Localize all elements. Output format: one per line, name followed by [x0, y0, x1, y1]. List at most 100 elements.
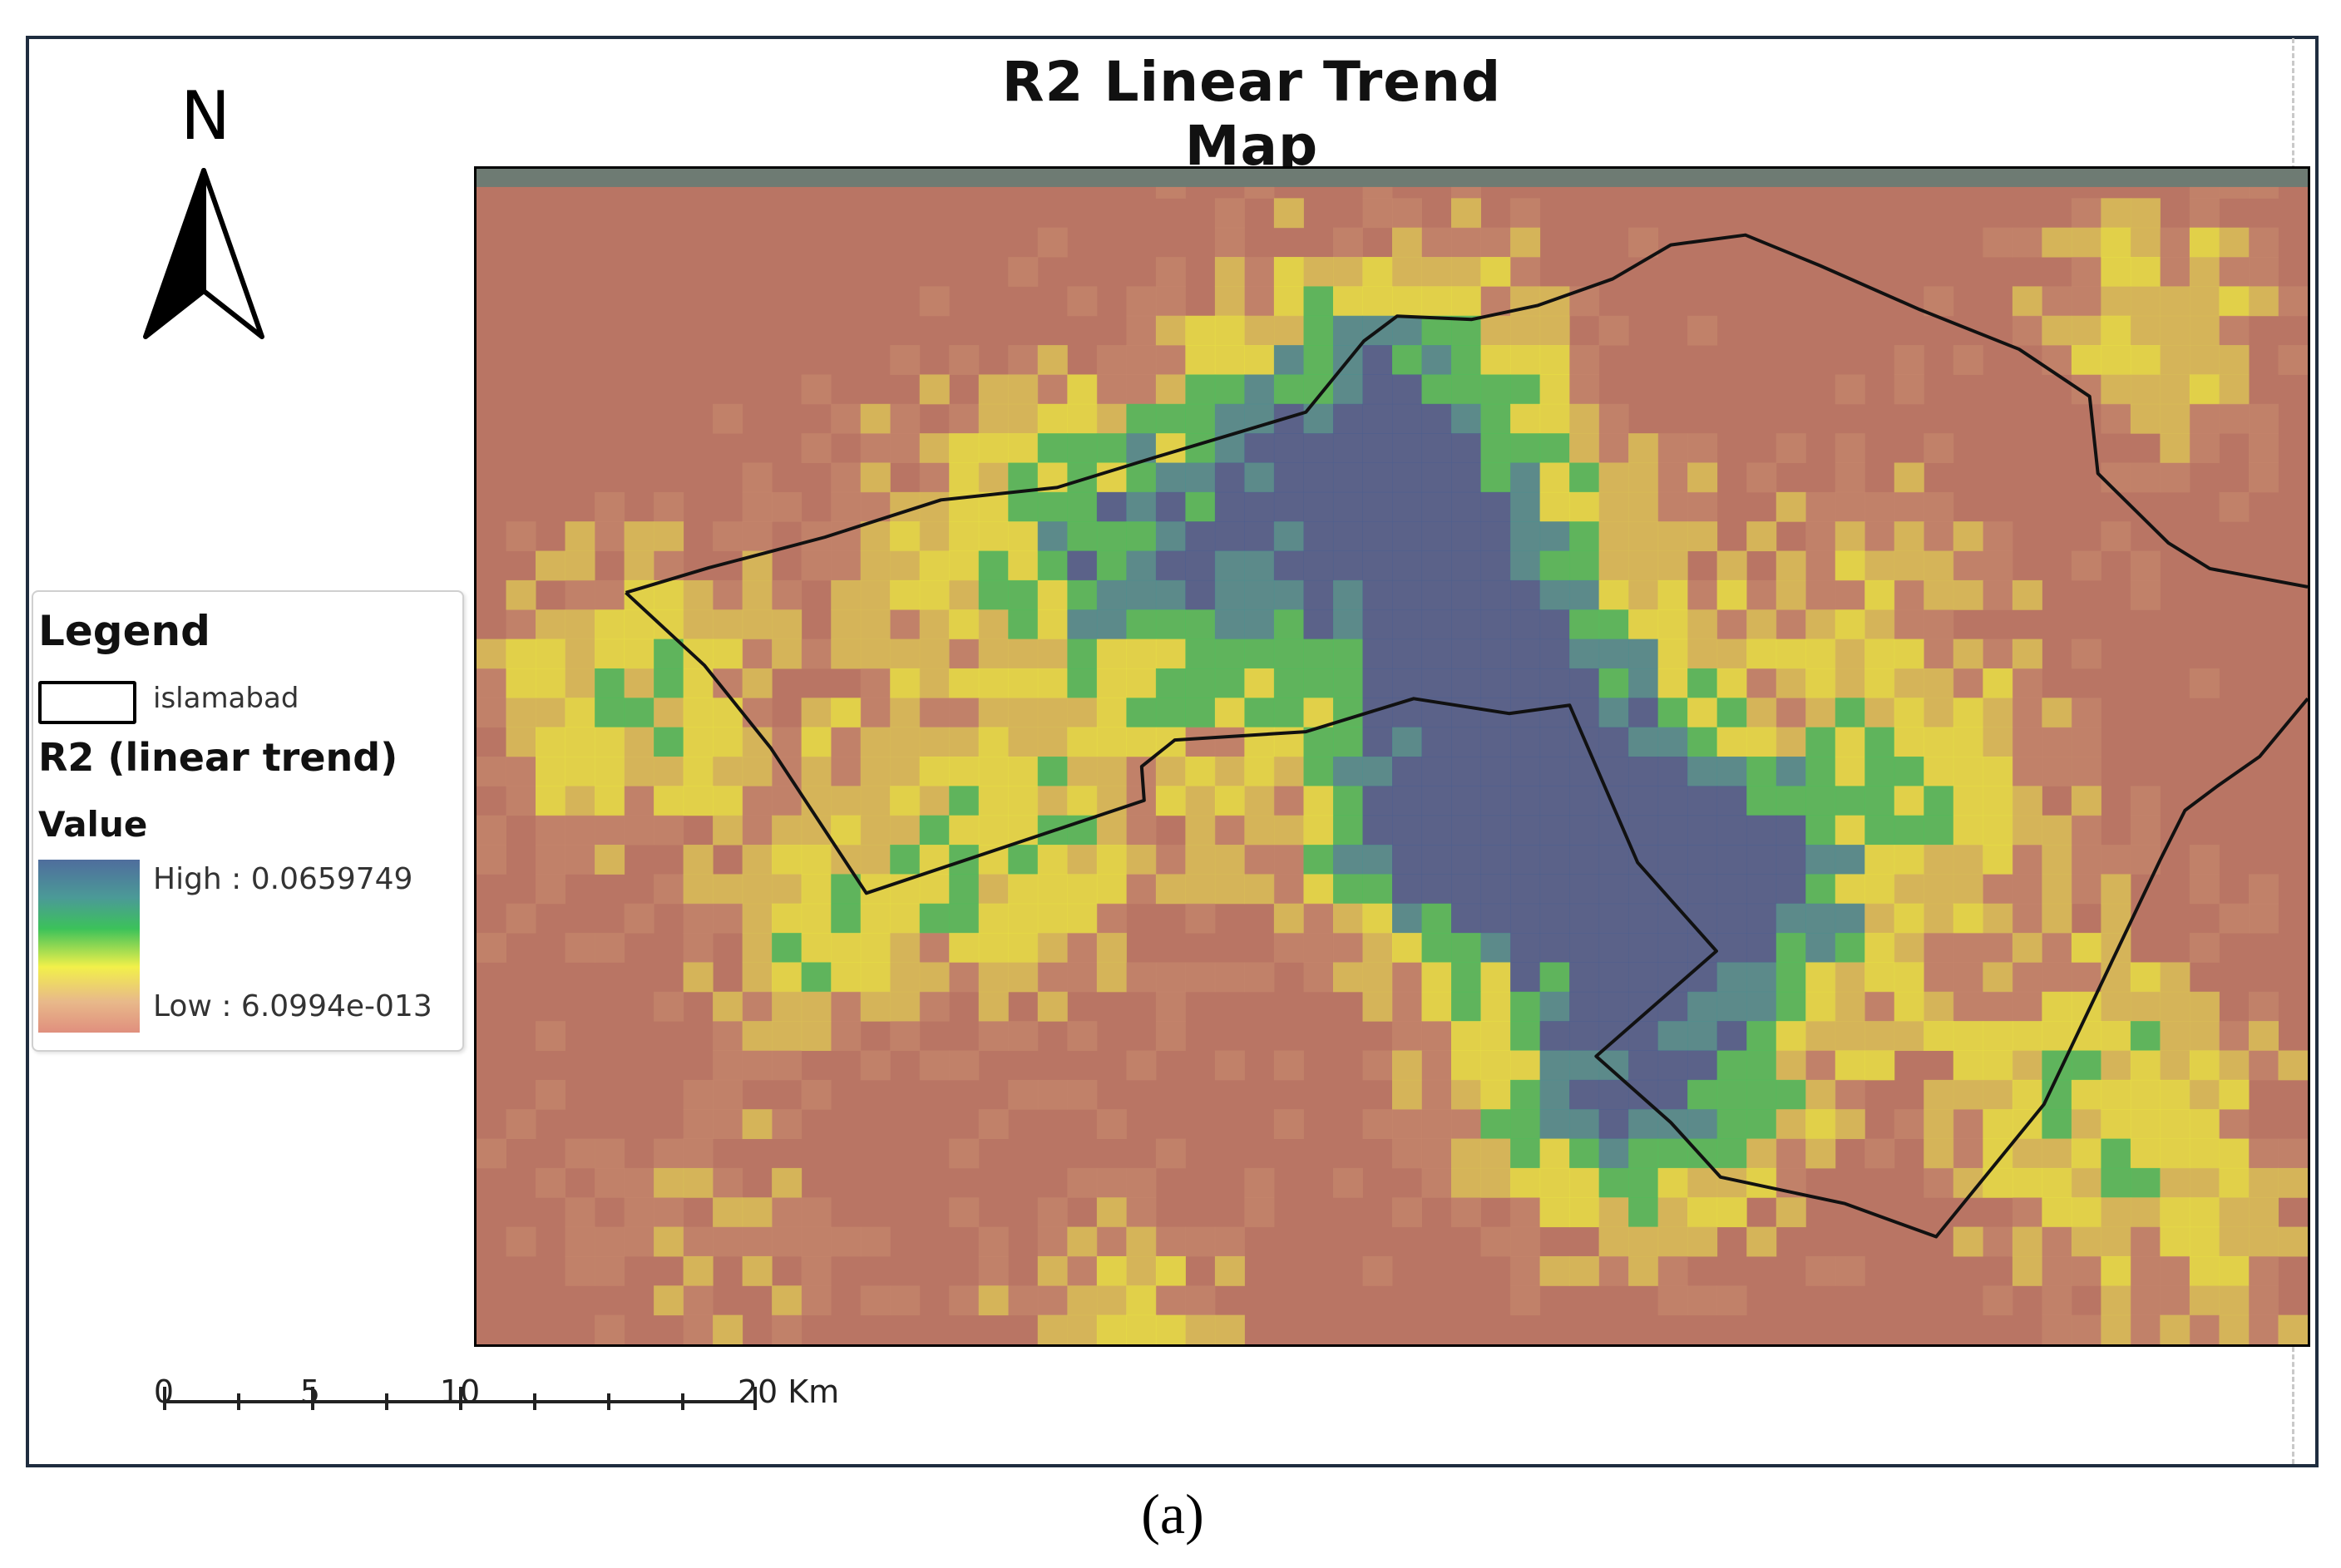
raster-cell [831, 1226, 862, 1257]
raster-cell [1657, 1285, 1688, 1316]
raster-cell [1569, 815, 1600, 846]
raster-cell [1746, 639, 1777, 669]
raster-cell [1362, 491, 1393, 522]
raster-cell [1569, 345, 1600, 375]
raster-cell [1510, 579, 1541, 610]
raster-cell [1539, 874, 1570, 905]
raster-cell [1008, 1079, 1039, 1110]
raster-cell [1008, 639, 1039, 669]
raster-cell [1569, 579, 1600, 610]
raster-cell [1067, 286, 1098, 317]
raster-cell [713, 1167, 743, 1198]
raster-cell [1924, 757, 1954, 786]
raster-cell [1569, 1109, 1600, 1140]
raster-cell [477, 815, 507, 846]
raster-cell [1539, 374, 1570, 405]
raster-cell [1392, 433, 1423, 463]
raster-cell [1451, 1138, 1482, 1169]
raster-cell [890, 639, 921, 669]
raster-cell [890, 1285, 921, 1316]
raster-cell [1924, 1021, 1954, 1051]
raster-cell [1628, 815, 1659, 846]
raster-cell [1037, 579, 1068, 610]
raster-cell [1687, 462, 1718, 493]
raster-cell [2071, 257, 2101, 287]
raster-cell [1894, 727, 1924, 757]
raster-cell [1480, 257, 1511, 287]
raster-cell [1244, 433, 1275, 463]
raster-cell [1332, 491, 1363, 522]
raster-cell [2042, 903, 2072, 934]
raster-cell [1835, 757, 1865, 786]
raster-cell [1037, 991, 1068, 1022]
raster-cell [2101, 286, 2131, 317]
raster-cell [831, 403, 862, 434]
raster-cell [565, 1226, 595, 1257]
raster-cell [683, 933, 714, 963]
raster-cell [949, 815, 980, 846]
raster-cell [1362, 815, 1393, 846]
raster-cell [1067, 698, 1098, 728]
raster-cell [1096, 933, 1127, 963]
raster-cell [1716, 845, 1747, 875]
raster-cell [1421, 639, 1452, 669]
raster-cell [801, 639, 832, 669]
raster-cell [1067, 374, 1098, 405]
raster-cell [1037, 345, 1068, 375]
raster-cell [978, 1021, 1009, 1051]
raster-cell [1805, 933, 1836, 963]
raster-cell [860, 579, 891, 610]
raster-cell [624, 668, 654, 698]
raster-cell [890, 991, 921, 1022]
raster-cell [1983, 521, 2013, 552]
raster-cell [978, 933, 1009, 963]
raster-cell [1214, 1226, 1245, 1257]
raster-cell [2130, 1050, 2161, 1081]
raster-cell [772, 491, 803, 522]
raster-cell [1805, 1109, 1836, 1140]
raster-cell [1924, 845, 1954, 875]
raster-cell [1244, 815, 1275, 846]
raster-cell [1687, 1197, 1718, 1228]
raster-cell [860, 757, 891, 786]
raster-cell [1687, 315, 1718, 346]
raster-cell [890, 433, 921, 463]
raster-cell [1628, 1109, 1659, 1140]
raster-cell [595, 845, 625, 875]
raster-cell [2248, 1021, 2279, 1051]
raster-cell [2189, 433, 2220, 463]
raster-cell [860, 639, 891, 669]
raster-cell [1539, 845, 1570, 875]
raster-cell [1037, 639, 1068, 669]
raster-cell [683, 757, 714, 786]
raster-cell [1835, 933, 1865, 963]
raster-cell [1953, 1226, 1983, 1257]
raster-cell [1362, 433, 1393, 463]
raster-cell [1303, 491, 1334, 522]
raster-cell [1096, 403, 1127, 434]
raster-cell [1096, 903, 1127, 934]
raster-cell [831, 579, 862, 610]
raster-cell [1716, 874, 1747, 905]
raster-cell [1362, 286, 1393, 317]
raster-cell [2042, 1167, 2072, 1198]
raster-cell [1835, 609, 1865, 640]
raster-cell [1273, 668, 1304, 698]
raster-cell [1539, 345, 1570, 375]
raster-cell [801, 845, 832, 875]
raster-cell [1126, 1314, 1157, 1344]
raster-cell [2071, 286, 2101, 317]
raster-cell [1924, 609, 1954, 640]
raster-cell [1480, 903, 1511, 934]
raster-cell [1273, 903, 1304, 934]
raster-cell [2248, 462, 2279, 493]
raster-cell [1598, 1109, 1629, 1140]
raster-cell [1155, 1314, 1186, 1344]
raster-cell [1924, 550, 1954, 581]
raster-cell [683, 1109, 714, 1140]
raster-cell [595, 639, 625, 669]
raster-cell [2189, 1109, 2220, 1140]
raster-cell [831, 815, 862, 846]
raster-cell [1214, 1314, 1245, 1344]
raster-map[interactable] [474, 166, 2310, 1347]
